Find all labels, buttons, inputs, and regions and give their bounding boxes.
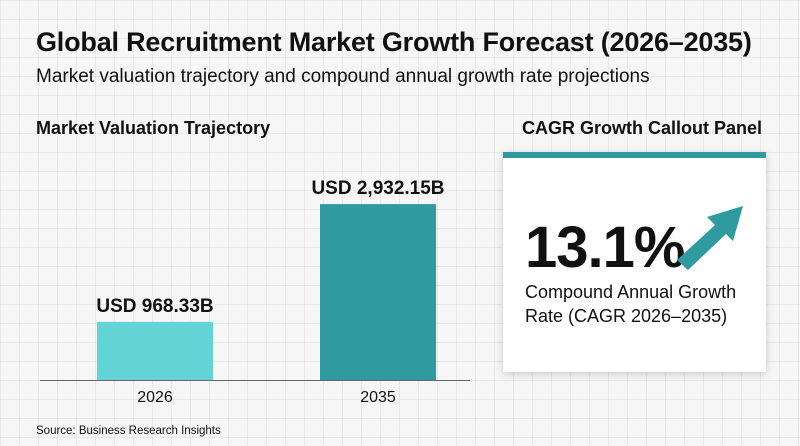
cagr-value: 13.1% <box>525 215 685 280</box>
cagr-label: Compound Annual Growth Rate (CAGR 2026–2… <box>525 282 737 326</box>
chart-title: Global Recruitment Market Growth Forecas… <box>36 27 752 57</box>
bar-2035 <box>320 204 436 380</box>
data-label-2026: USD 968.33B <box>96 296 213 317</box>
bar-2026 <box>97 321 213 380</box>
data-label-2035: USD 2,932.15B <box>311 178 444 199</box>
valuation-section-title: Market Valuation Trajectory <box>36 118 271 138</box>
cagr-callout-panel: 13.1% Compound Annual Growth Rate (CAGR … <box>503 152 766 372</box>
trend-up-arrow-icon <box>677 206 743 270</box>
valuation-bar-chart: USD 968.33B 2026 USD 2,932.15B 2035 <box>40 178 470 406</box>
chart-subtitle: Market valuation trajectory and compound… <box>36 66 650 87</box>
source-note: Source: Business Research Insights <box>36 425 221 437</box>
x-tick-label-2035: 2035 <box>360 389 396 406</box>
cagr-section-title: CAGR Growth Callout Panel <box>522 118 763 138</box>
x-tick-label-2026: 2026 <box>137 389 173 406</box>
